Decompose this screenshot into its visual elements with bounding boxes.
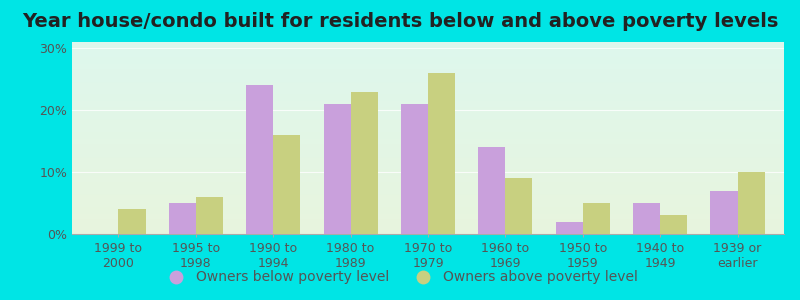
Bar [350, 92, 378, 234]
Bar [506, 178, 533, 234]
Text: Year house/condo built for residents below and above poverty levels: Year house/condo built for residents bel… [22, 12, 778, 31]
Bar [738, 172, 765, 234]
Bar [246, 85, 274, 234]
Bar [710, 190, 738, 234]
Bar [196, 197, 223, 234]
Bar [660, 215, 687, 234]
Bar [556, 222, 582, 234]
Bar [169, 203, 196, 234]
Bar [428, 73, 455, 234]
Bar [118, 209, 146, 234]
Bar [582, 203, 610, 234]
Bar [633, 203, 660, 234]
Bar [401, 104, 428, 234]
Bar [274, 135, 300, 234]
Bar [478, 147, 506, 234]
Bar [323, 104, 350, 234]
Legend: Owners below poverty level, Owners above poverty level: Owners below poverty level, Owners above… [157, 265, 643, 290]
